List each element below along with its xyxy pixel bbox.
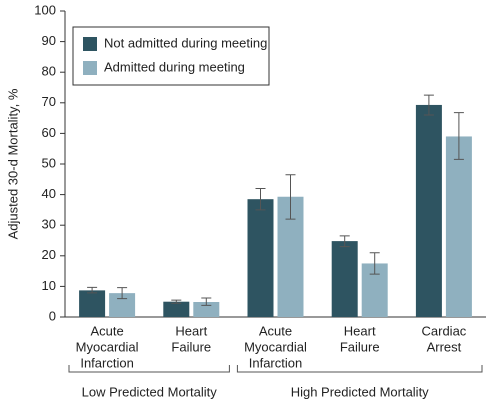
bar	[445, 136, 472, 317]
y-tick-label: 60	[42, 125, 56, 140]
x-tick-label: Failure	[340, 339, 380, 354]
error-bar	[117, 287, 128, 300]
error-bar	[339, 235, 350, 248]
error-bar	[201, 297, 212, 306]
y-tick-label: 0	[49, 308, 56, 323]
group-label: Low Predicted Mortality	[82, 384, 218, 399]
x-tick-label: Infarction	[80, 355, 133, 370]
legend-label: Not admitted during meeting	[104, 35, 267, 50]
y-tick-label: 30	[42, 217, 56, 232]
x-tick-label: Cardiac	[422, 323, 467, 338]
legend-swatch	[83, 61, 97, 75]
error-bar	[369, 252, 380, 275]
x-tick-label: Failure	[171, 339, 211, 354]
x-tick-label: Myocardial	[244, 339, 307, 354]
group-bracket	[236, 365, 483, 373]
bar	[79, 290, 106, 317]
y-tick-label: 100	[34, 2, 56, 17]
bar	[193, 302, 220, 317]
legend-box	[72, 26, 270, 86]
y-tick-label: 20	[42, 247, 56, 262]
y-tick-label: 90	[42, 33, 56, 48]
bar	[247, 199, 274, 317]
legend-swatch	[83, 37, 97, 51]
x-tick-label: Infarction	[249, 355, 302, 370]
group-bracket	[68, 365, 230, 373]
y-tick-label: 40	[42, 186, 56, 201]
y-tick-label: 10	[42, 278, 56, 293]
x-tick-label: Myocardial	[76, 339, 139, 354]
error-bar	[87, 286, 98, 294]
x-tick-label: Arrest	[427, 339, 462, 354]
legend-label: Admitted during meeting	[104, 59, 245, 74]
x-tick-label: Heart	[175, 323, 207, 338]
error-bar	[171, 299, 182, 304]
bar	[163, 301, 190, 317]
y-tick-label: 50	[42, 155, 56, 170]
bar	[109, 293, 136, 317]
x-tick-label: Heart	[344, 323, 376, 338]
y-tick-label: 80	[42, 64, 56, 79]
y-tick-label: 70	[42, 94, 56, 109]
error-bar	[255, 187, 266, 211]
error-bar	[423, 94, 434, 116]
bar	[415, 104, 442, 317]
error-bar	[453, 112, 464, 160]
x-tick-label: Acute	[259, 323, 292, 338]
error-bar	[285, 174, 296, 220]
x-tick-label: Acute	[90, 323, 123, 338]
group-label: High Predicted Mortality	[291, 384, 429, 399]
bar	[331, 241, 358, 317]
y-axis-label: Adjusted 30-d Mortality, %	[5, 88, 20, 239]
